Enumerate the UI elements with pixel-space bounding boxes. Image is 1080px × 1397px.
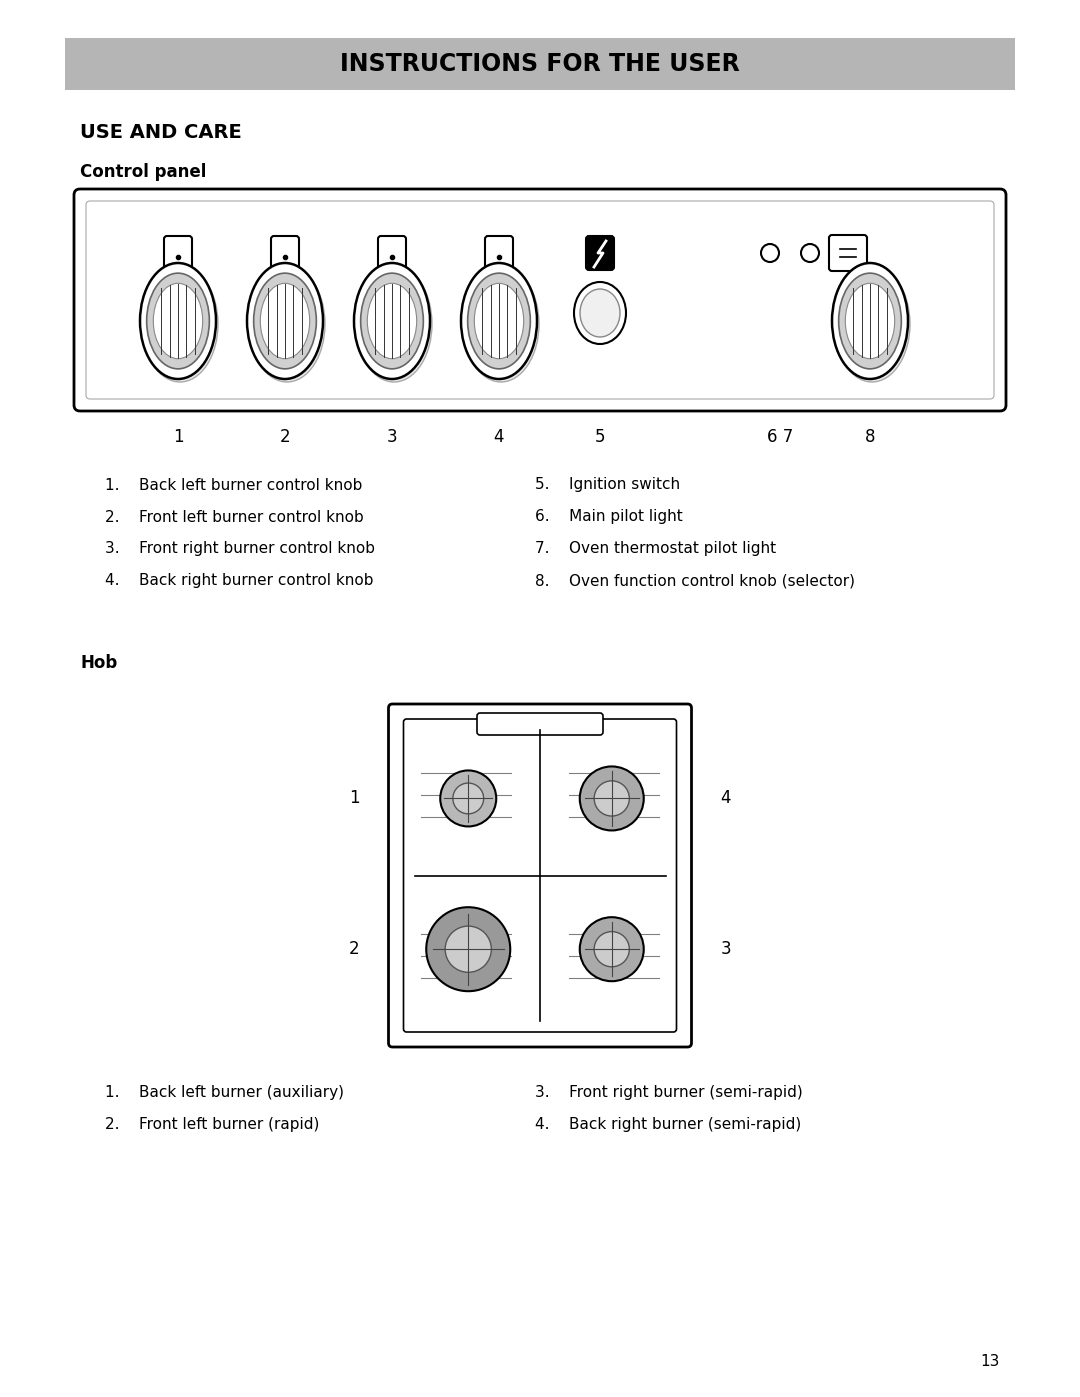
FancyBboxPatch shape [271, 236, 299, 270]
Text: 3: 3 [387, 427, 397, 446]
Bar [65, 38, 1015, 89]
Circle shape [453, 784, 484, 814]
Ellipse shape [354, 263, 430, 379]
Ellipse shape [832, 263, 908, 379]
Ellipse shape [573, 282, 626, 344]
Ellipse shape [140, 263, 216, 379]
Ellipse shape [147, 274, 210, 369]
Ellipse shape [153, 284, 203, 359]
Text: 2.    Front left burner (rapid): 2. Front left burner (rapid) [105, 1118, 320, 1133]
Ellipse shape [356, 265, 432, 381]
Text: Hob: Hob [80, 654, 118, 672]
Circle shape [594, 932, 630, 967]
Text: Control panel: Control panel [80, 163, 206, 182]
Ellipse shape [254, 274, 316, 369]
Text: 8.    Oven function control knob (selector): 8. Oven function control knob (selector) [535, 574, 855, 588]
FancyBboxPatch shape [477, 712, 603, 735]
Ellipse shape [461, 263, 537, 379]
FancyBboxPatch shape [75, 189, 1005, 411]
Text: 3.    Front right burner control knob: 3. Front right burner control knob [105, 542, 375, 556]
Text: 2.    Front left burner control knob: 2. Front left burner control knob [105, 510, 364, 524]
Text: 1.    Back left burner control knob: 1. Back left burner control knob [105, 478, 363, 493]
Ellipse shape [260, 284, 310, 359]
Text: 5.    Ignition switch: 5. Ignition switch [535, 478, 680, 493]
Ellipse shape [249, 265, 325, 381]
Ellipse shape [468, 274, 530, 369]
Text: USE AND CARE: USE AND CARE [80, 123, 242, 141]
Text: 8: 8 [865, 427, 875, 446]
FancyBboxPatch shape [378, 236, 406, 270]
FancyBboxPatch shape [404, 719, 676, 1032]
FancyBboxPatch shape [389, 704, 691, 1046]
Ellipse shape [463, 265, 539, 381]
Text: 4.    Back right burner (semi-rapid): 4. Back right burner (semi-rapid) [535, 1118, 801, 1133]
Circle shape [594, 781, 630, 816]
Ellipse shape [247, 263, 323, 379]
Ellipse shape [580, 289, 620, 337]
Text: 3.    Front right burner (semi-rapid): 3. Front right burner (semi-rapid) [535, 1085, 802, 1101]
Circle shape [761, 244, 779, 263]
Circle shape [441, 771, 496, 827]
Text: 4: 4 [494, 427, 504, 446]
FancyBboxPatch shape [164, 236, 192, 270]
Circle shape [445, 926, 491, 972]
Text: 6.    Main pilot light: 6. Main pilot light [535, 510, 683, 524]
Circle shape [580, 767, 644, 830]
Text: 2: 2 [349, 940, 360, 958]
Text: 4.    Back right burner control knob: 4. Back right burner control knob [105, 574, 374, 588]
Ellipse shape [141, 265, 218, 381]
Ellipse shape [846, 284, 894, 359]
Text: 3: 3 [720, 940, 731, 958]
FancyBboxPatch shape [485, 236, 513, 270]
Ellipse shape [834, 265, 910, 381]
Text: 2: 2 [280, 427, 291, 446]
Text: 5: 5 [595, 427, 605, 446]
Text: 1.    Back left burner (auxiliary): 1. Back left burner (auxiliary) [105, 1085, 345, 1101]
Circle shape [427, 907, 510, 992]
Ellipse shape [361, 274, 423, 369]
FancyBboxPatch shape [829, 235, 867, 271]
Circle shape [801, 244, 819, 263]
Ellipse shape [474, 284, 524, 359]
Text: 7.    Oven thermostat pilot light: 7. Oven thermostat pilot light [535, 542, 777, 556]
FancyBboxPatch shape [586, 236, 615, 270]
Text: 1: 1 [173, 427, 184, 446]
Text: INSTRUCTIONS FOR THE USER: INSTRUCTIONS FOR THE USER [340, 52, 740, 75]
Circle shape [580, 918, 644, 981]
Text: 6 7: 6 7 [767, 427, 793, 446]
Text: 4: 4 [720, 789, 731, 807]
Ellipse shape [367, 284, 417, 359]
Text: 13: 13 [981, 1355, 1000, 1369]
Ellipse shape [839, 274, 902, 369]
Text: 1: 1 [349, 789, 360, 807]
